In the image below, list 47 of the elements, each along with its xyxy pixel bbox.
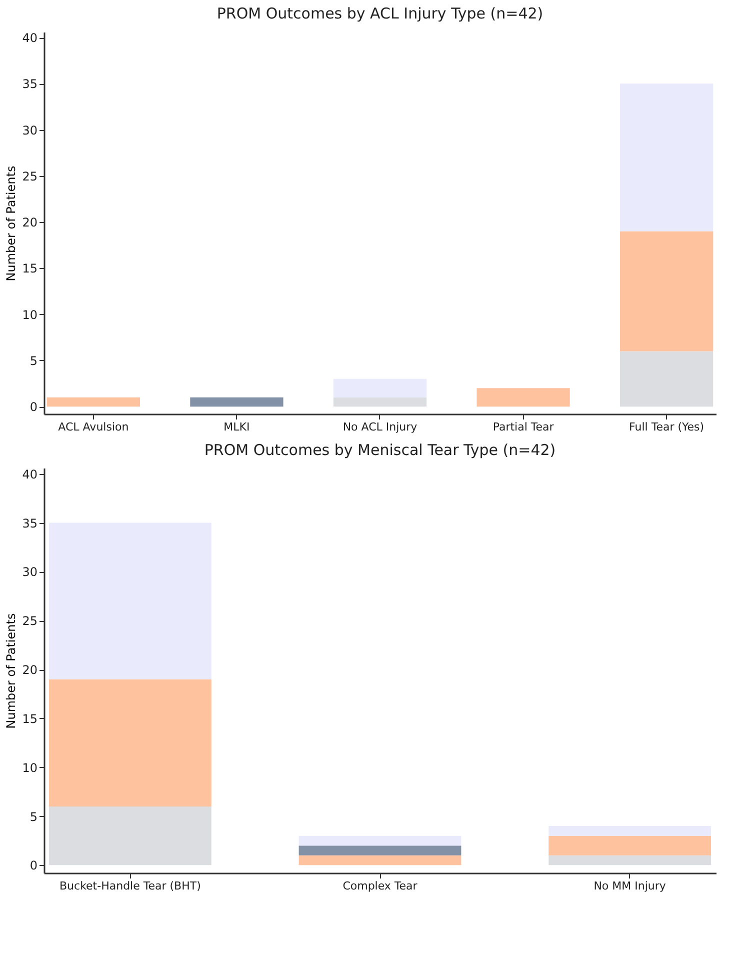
y-tick-label: 15	[22, 262, 38, 276]
y-tick-label: 35	[22, 77, 38, 92]
bar	[190, 397, 284, 407]
x-tick-label: No ACL Injury	[342, 420, 418, 434]
y-tick-label: 40	[22, 31, 38, 46]
bar	[298, 846, 462, 856]
y-tick-label: 0	[30, 858, 38, 873]
bar	[333, 378, 427, 398]
y-tick-label: 40	[22, 467, 38, 482]
y-tick-label: 10	[22, 760, 38, 775]
bar	[48, 522, 212, 680]
x-tick-label: Full Tear (Yes)	[629, 420, 704, 434]
y-tick-label: 5	[30, 354, 38, 368]
y-tick-label: 30	[22, 123, 38, 138]
x-tick-label: Partial Tear	[492, 420, 554, 434]
bar	[333, 397, 427, 407]
bar	[548, 836, 712, 856]
y-tick-label: 15	[22, 712, 38, 726]
y-tick-label: 30	[22, 565, 38, 580]
y-tick-label: 25	[22, 169, 38, 184]
bar	[46, 397, 140, 407]
bar	[298, 836, 462, 846]
y-tick-label: 20	[22, 663, 38, 678]
x-tick-label: No MM Injury	[594, 880, 666, 892]
bar	[548, 826, 712, 836]
y-tick-label: 25	[22, 614, 38, 628]
bar	[298, 855, 462, 866]
y-axis-title: Number of Patients	[4, 613, 18, 729]
y-tick-label: 0	[30, 400, 38, 414]
chart-title: PROM Outcomes by Meniscal Tear Type (n=42)	[204, 440, 556, 459]
bar	[476, 388, 570, 407]
bar	[620, 351, 714, 407]
y-tick-label: 35	[22, 516, 38, 530]
y-tick-label: 20	[22, 216, 38, 230]
bar	[620, 231, 714, 352]
bar	[620, 84, 714, 232]
bar	[48, 806, 212, 866]
x-tick-label: MLKI	[224, 420, 250, 434]
y-tick-label: 5	[30, 810, 38, 824]
x-tick-label: Bucket-Handle Tear (BHT)	[59, 880, 201, 892]
y-tick-label: 10	[22, 308, 38, 322]
bar	[548, 855, 712, 866]
x-tick-label: Complex Tear	[342, 880, 418, 892]
y-axis-title: Number of Patients	[4, 166, 18, 282]
bar	[48, 679, 212, 806]
x-tick-label: ACL Avulsion	[58, 420, 129, 434]
chart-title: PROM Outcomes by ACL Injury Type (n=42)	[216, 4, 544, 23]
